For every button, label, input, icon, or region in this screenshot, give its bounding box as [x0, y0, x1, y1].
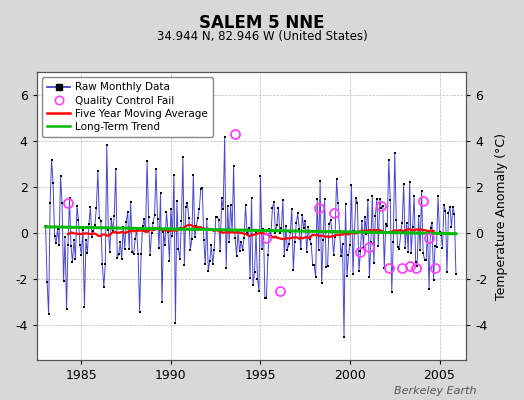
- Text: 34.944 N, 82.946 W (United States): 34.944 N, 82.946 W (United States): [157, 30, 367, 43]
- Text: SALEM 5 NNE: SALEM 5 NNE: [199, 14, 325, 32]
- Legend: Raw Monthly Data, Quality Control Fail, Five Year Moving Average, Long-Term Tren: Raw Monthly Data, Quality Control Fail, …: [42, 77, 213, 137]
- Y-axis label: Temperature Anomaly (°C): Temperature Anomaly (°C): [495, 132, 508, 300]
- Text: Berkeley Earth: Berkeley Earth: [395, 386, 477, 396]
